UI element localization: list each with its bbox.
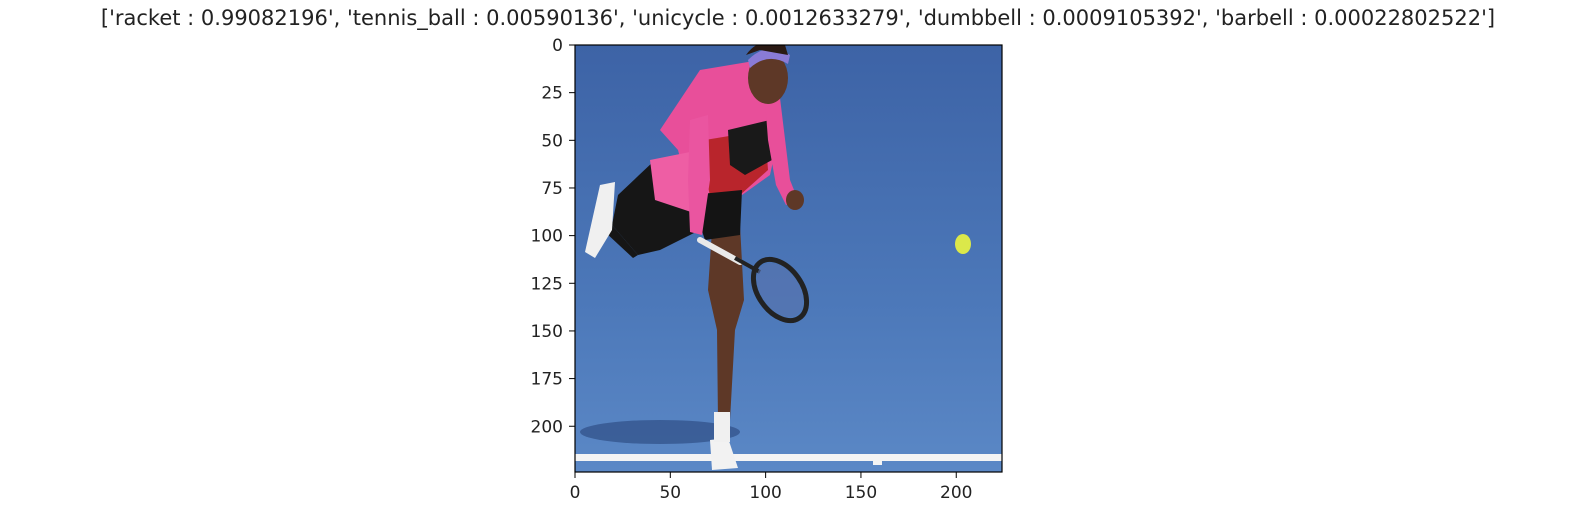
y-tick-label: 25 [541, 84, 563, 104]
y-tick-label: 100 [531, 227, 563, 247]
x-tick-label: 0 [570, 483, 581, 503]
x-tick-label: 50 [659, 483, 681, 503]
y-tick-label: 0 [552, 36, 563, 56]
center-mark [873, 457, 882, 465]
x-tick-label: 150 [845, 483, 877, 503]
y-tick-label: 175 [531, 370, 563, 390]
x-tick-label: 100 [749, 483, 781, 503]
court-baseline [575, 454, 1002, 461]
image-plot [575, 45, 1002, 472]
tennis-racket [697, 237, 810, 324]
y-tick-label: 150 [531, 322, 563, 342]
chart-title: ['racket : 0.99082196', 'tennis_ball : 0… [100, 6, 1496, 30]
tennis-player [585, 45, 804, 470]
x-tick-label: 200 [940, 483, 972, 503]
player-shadow [580, 420, 740, 444]
x-axis: 0 50 100 150 200 [570, 472, 972, 503]
y-axis: 0 25 50 75 100 125 150 175 200 [531, 36, 575, 437]
y-tick-label: 50 [541, 131, 563, 151]
court-background [575, 45, 1002, 472]
axes-frame [574, 44, 1003, 473]
y-tick-label: 200 [531, 417, 563, 437]
y-tick-label: 125 [531, 274, 563, 294]
tennis-ball [955, 234, 971, 254]
y-tick-label: 75 [541, 179, 563, 199]
